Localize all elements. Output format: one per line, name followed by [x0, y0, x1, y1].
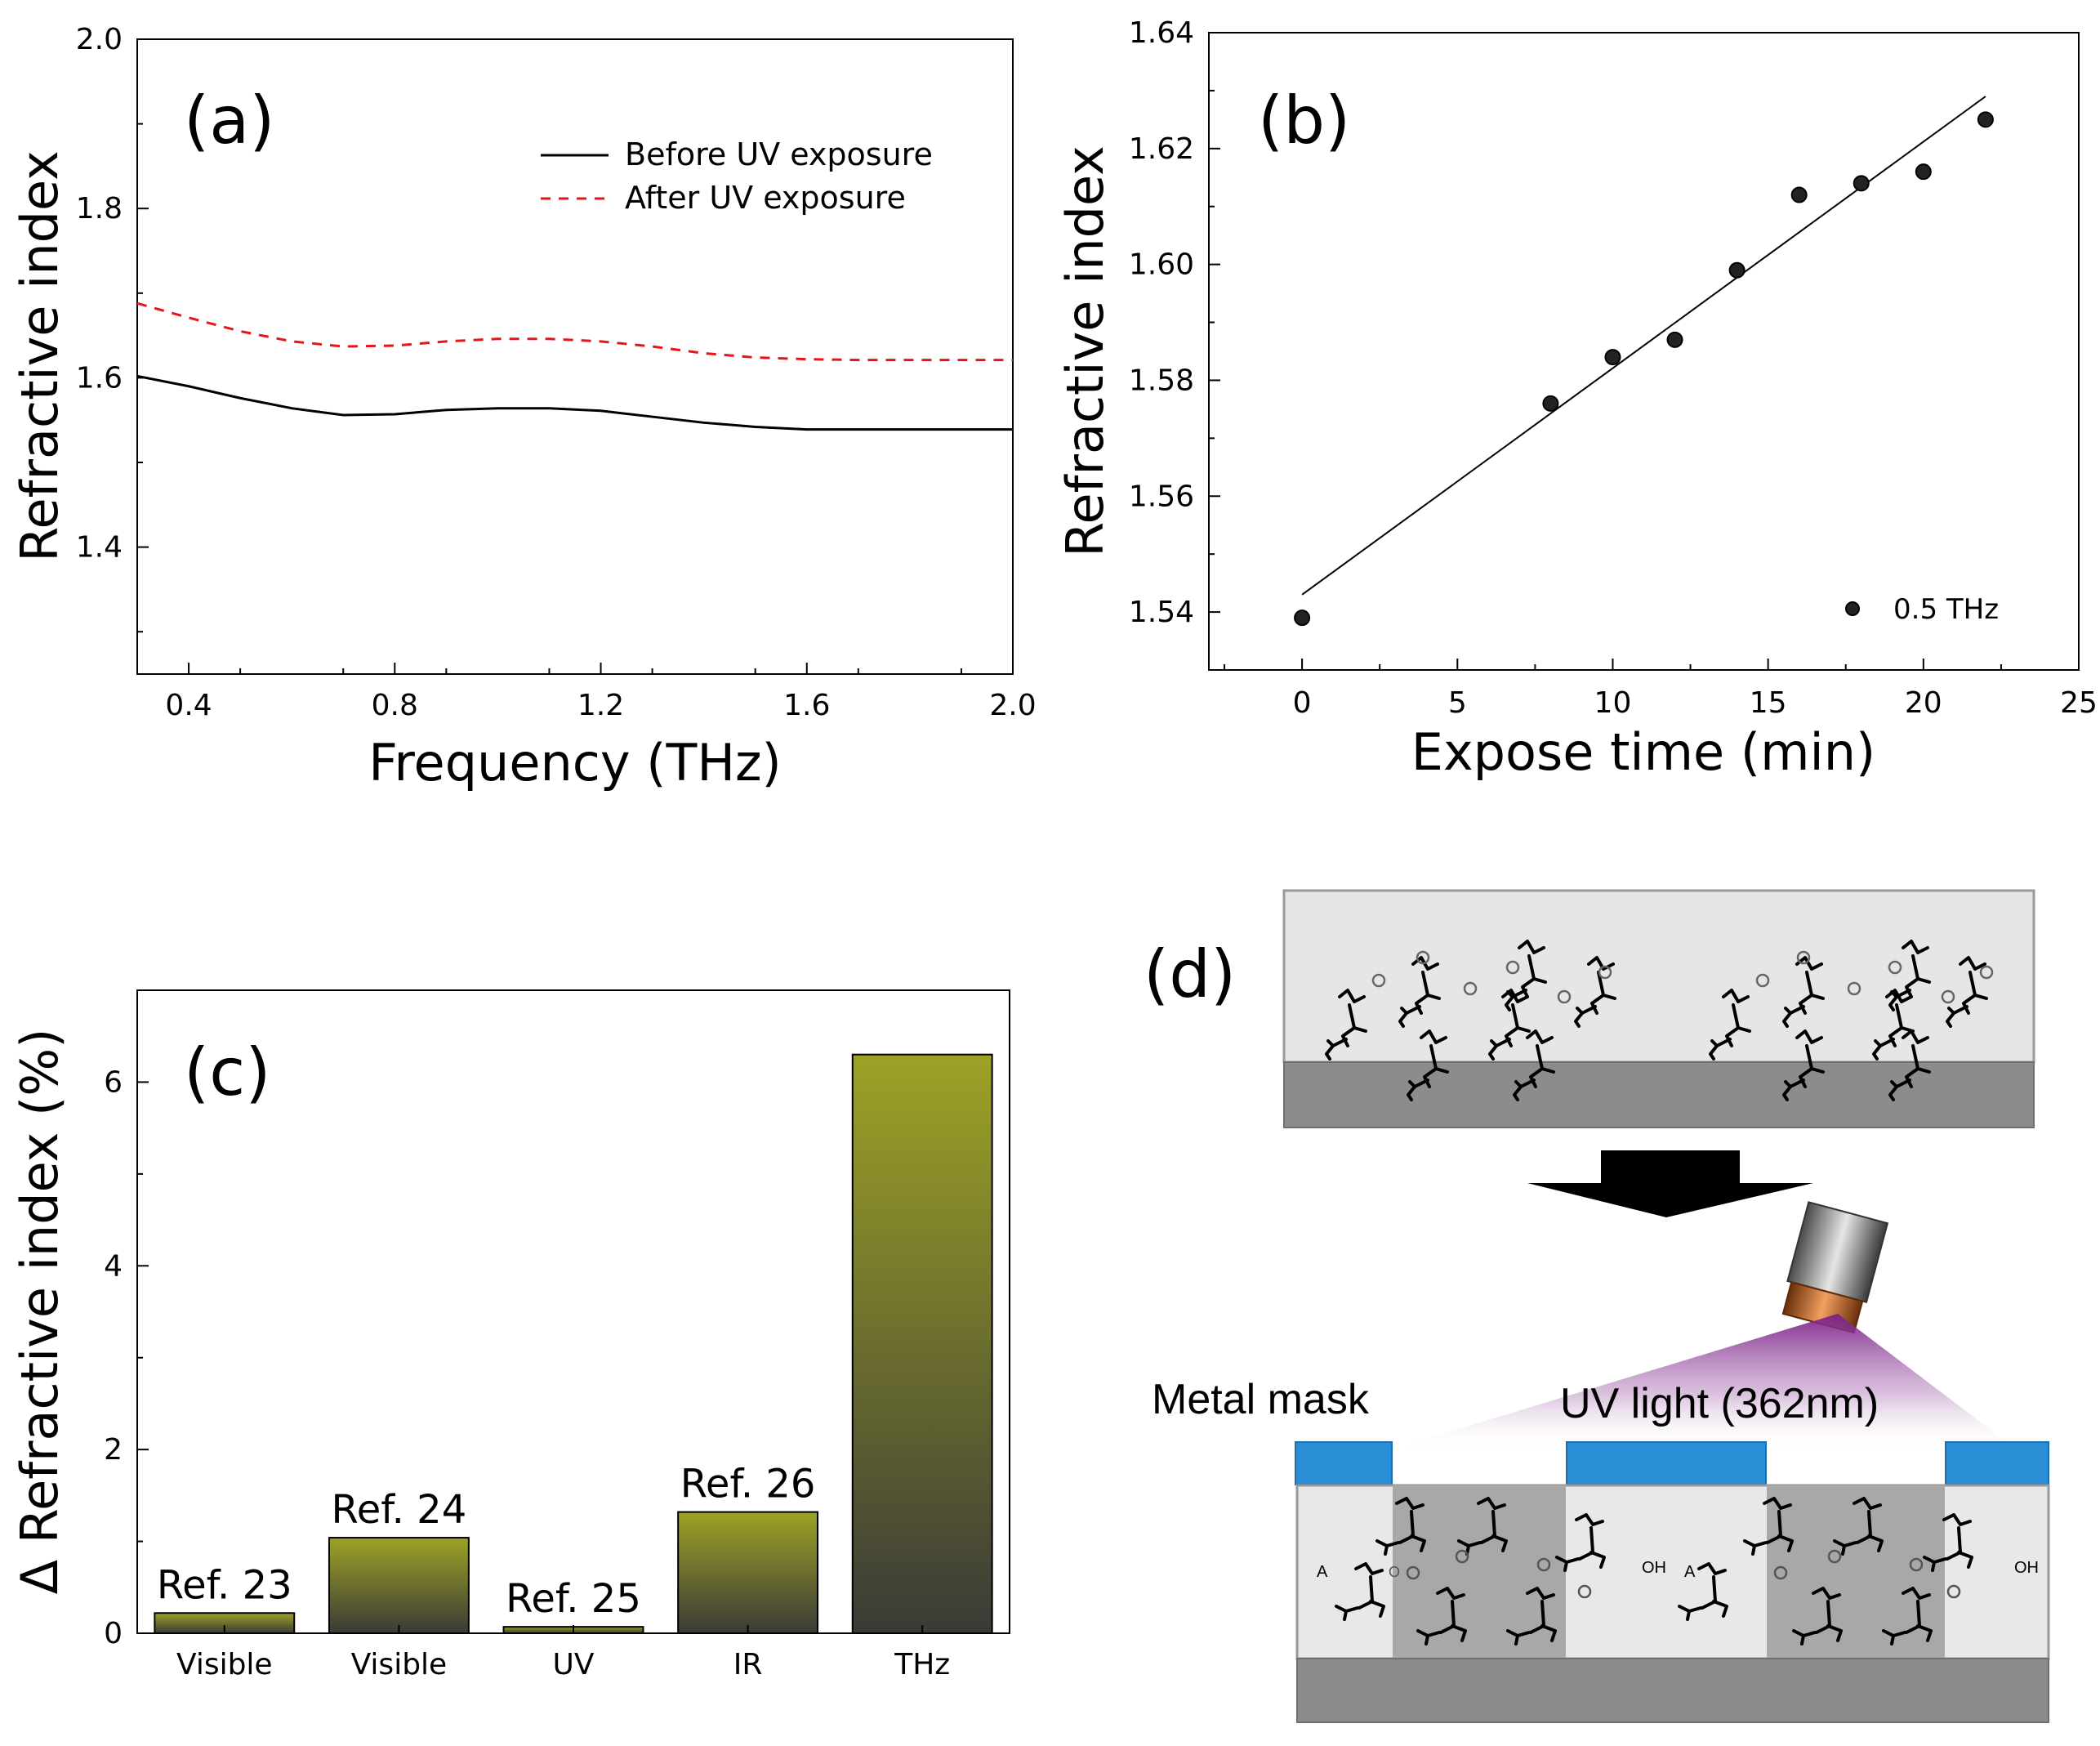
panel-b-frame — [1208, 32, 2080, 671]
panel-a-ticks: 0.4 0.8 1.2 1.6 2.0 1.4 1.6 1.8 2.0 — [76, 23, 1037, 722]
exposed-region-right — [1767, 1485, 1945, 1659]
panel-c-ytick-label: 2 — [104, 1433, 123, 1467]
panel-a-xtick-label: 0.4 — [165, 689, 212, 722]
panel-c-ylabel: Δ Refractive index (%) — [10, 1029, 69, 1595]
oh-label-right: OH — [2014, 1559, 2039, 1577]
bottom-substrate — [1296, 1658, 2049, 1723]
panel-c-ytick-label: 4 — [104, 1249, 123, 1283]
panel-b-ytick-label: 1.58 — [1129, 364, 1194, 397]
panel-a-xtick-label: 1.2 — [577, 689, 624, 722]
panel-b-xtick-label: 25 — [2060, 686, 2098, 720]
panel-a-xtick-label: 0.8 — [372, 689, 418, 722]
panel-a-label: (a) — [184, 83, 274, 159]
bottom-molecules: OH OH A A O — [1317, 1497, 2039, 1646]
o-label: O — [1389, 1564, 1400, 1580]
panel-b-legend: 0.5 THz — [1845, 593, 1999, 626]
panel-c-label: (c) — [184, 1034, 270, 1110]
panel-a-xlabel: Frequency (THz) — [368, 733, 781, 793]
panel-a-lines — [136, 301, 1013, 431]
panel-b-label: (b) — [1258, 83, 1350, 159]
panel-b-marks — [1294, 96, 1994, 627]
panel-b-ytick-label: 1.60 — [1129, 248, 1194, 282]
linear-fit-line — [1301, 96, 1986, 596]
data-point — [1294, 610, 1311, 627]
panel-d-label: (d) — [1144, 936, 1236, 1012]
series-after-uv-line — [136, 301, 1013, 362]
panel-a-ytick-label: 2.0 — [76, 23, 123, 56]
panel-a-ytick-label: 1.4 — [76, 531, 123, 565]
data-point — [1604, 349, 1621, 366]
data-point — [1666, 331, 1683, 348]
top-film-layer — [1282, 889, 2035, 1064]
legend-after-label: After UV exposure — [625, 180, 906, 216]
data-point — [1542, 395, 1559, 412]
panel-b-ylabel: Refractive index — [1055, 145, 1115, 557]
panel-b-xtick-label: 20 — [1905, 686, 1942, 720]
metal-mask-center — [1566, 1441, 1767, 1485]
panel-a-legend: Before UV exposure After UV exposure — [541, 136, 933, 216]
panel-c-ytick-label: 6 — [104, 1065, 123, 1099]
panel-b-xtick-label: 5 — [1448, 686, 1467, 720]
panel-b-ticks: 0 5 10 15 20 25 1.54 1.56 1.58 1.60 1.62 1.64 — [1129, 16, 2098, 720]
panel-b-xtick-label: 0 — [1293, 686, 1312, 720]
down-arrow — [1527, 1150, 1813, 1217]
panel-a-xtick-label: 1.6 — [783, 689, 830, 722]
category-label: UV — [553, 1648, 595, 1681]
panel-a-frame — [136, 38, 1014, 675]
panel-a-ytick-label: 1.8 — [76, 192, 123, 226]
panel-b-ytick-label: 1.54 — [1129, 596, 1194, 629]
data-point — [1728, 261, 1746, 279]
metal-mask-label: Metal mask — [1152, 1376, 1370, 1423]
panel-c-bars: Visible Ref. 23 Visible Ref. 24 UV Ref. 25 IR R… — [154, 1053, 993, 1681]
data-point — [1790, 186, 1808, 203]
uv-light-label: UV light (362nm) — [1560, 1380, 1879, 1427]
reference-label: Ref. 25 — [506, 1576, 641, 1622]
a-label-right: A — [1684, 1563, 1696, 1581]
a-label-left: A — [1317, 1563, 1328, 1581]
panel-b-ytick-label: 1.64 — [1129, 16, 1194, 50]
top-substrate — [1283, 1061, 2035, 1128]
category-label: Visible — [176, 1648, 273, 1681]
data-point — [1853, 175, 1870, 192]
reference-label: Ref. 24 — [332, 1487, 467, 1533]
panel-a-ylabel: Refractive index — [10, 150, 69, 562]
reference-label: Ref. 23 — [157, 1562, 292, 1608]
top-molecules — [1325, 940, 1994, 1101]
panel-a-ytick-label: 1.6 — [76, 361, 123, 395]
panel-b-xtick-label: 15 — [1750, 686, 1787, 720]
panel-b: 0 5 10 15 20 25 1.54 1.56 1.58 1.60 1.62 1.64 (b) E… — [1055, 16, 2098, 782]
category-label: Visible — [351, 1648, 448, 1681]
panel-b-ytick-label: 1.56 — [1129, 480, 1194, 513]
reference-label: Ref. 26 — [680, 1462, 816, 1507]
panel-c-ytick-label: 0 — [104, 1617, 123, 1650]
panel-b-xtick-label: 10 — [1594, 686, 1632, 720]
panel-d-diagram: (d) UV light (362nm) Me — [1144, 889, 2050, 1723]
panel-b-xlabel: Expose time (min) — [1411, 722, 1875, 782]
bar — [851, 1053, 993, 1634]
data-point — [1915, 163, 1932, 181]
metal-mask-right — [1945, 1441, 2049, 1485]
bar — [677, 1511, 819, 1634]
oh-label-left: OH — [1642, 1559, 1666, 1577]
category-label: THz — [894, 1648, 950, 1681]
legend-05thz-label: 0.5 THz — [1893, 593, 1999, 626]
panel-c: 0 2 4 6 Visible Ref. 23 Visible Ref. 24 UV Ref. … — [10, 989, 1010, 1681]
panel-c-ticks: 0 2 4 6 — [104, 1065, 149, 1650]
category-label: IR — [733, 1648, 763, 1681]
legend-before-label: Before UV exposure — [625, 136, 933, 172]
bar — [328, 1537, 470, 1635]
metal-mask-left — [1295, 1441, 1393, 1485]
panel-a: 0.4 0.8 1.2 1.6 2.0 1.4 1.6 1.8 2.0 (a) Frequenc… — [10, 23, 1037, 793]
panel-b-ytick-label: 1.62 — [1129, 132, 1194, 166]
series-before-uv-line — [136, 374, 1013, 431]
data-point — [1977, 111, 1994, 128]
panel-a-xtick-label: 2.0 — [989, 689, 1036, 722]
legend-05thz-marker — [1845, 601, 1860, 616]
uv-lamp — [1781, 1201, 1889, 1334]
uv-light-cone — [1389, 1314, 2018, 1450]
